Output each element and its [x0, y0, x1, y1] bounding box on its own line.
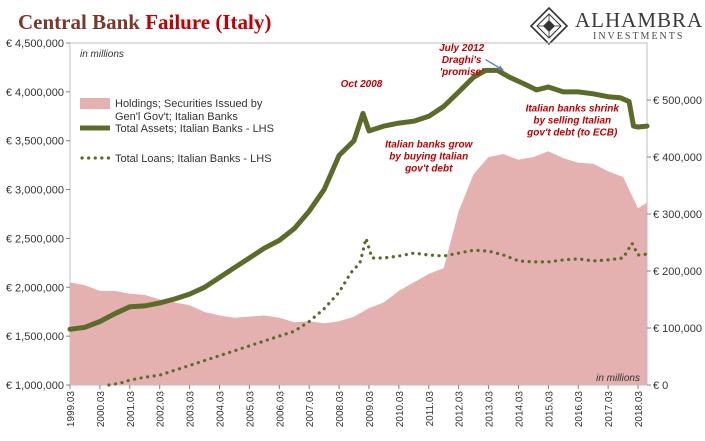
right-unit-note: in millions [596, 373, 640, 384]
annotation-text: by selling Italian [533, 115, 611, 126]
x-axis-tick-label: 2016.03 [574, 391, 585, 428]
legend-label-total-loans: Total Loans; Italian Banks - LHS [115, 153, 272, 165]
x-axis-tick-label: 2003.03 [186, 391, 197, 428]
x-axis-tick-label: 2013.03 [485, 391, 496, 428]
x-axis-tick-label: 2005.03 [245, 391, 256, 428]
brand-logo: ALHAMBRA INVESTMENTS [527, 6, 702, 46]
x-axis-tick-label: 2010.03 [395, 391, 406, 428]
left-axis-tick-label: € 2,500,000 [6, 233, 64, 245]
left-unit-note: in millions [80, 49, 124, 60]
left-axis-tick-label: € 4,000,000 [6, 87, 64, 99]
annotation-text: gov't debt (to ECB) [526, 127, 618, 138]
legend-label-holdings: Gen'l Gov't; Italian Banks [115, 111, 238, 123]
diamond-logo-icon [529, 6, 569, 46]
logo-subtitle: INVESTMENTS [593, 31, 685, 42]
x-axis-tick-label: 2002.03 [156, 391, 167, 428]
chart-title-part2: Failure (Italy) [145, 10, 272, 34]
right-axis-tick-label: € 500,000 [653, 95, 702, 107]
right-axis-tick-label: € 400,000 [653, 152, 702, 164]
x-axis-tick-label: 2017.03 [604, 391, 615, 428]
annotation-text: 'promise' [440, 67, 484, 78]
annotation-arrow-head [497, 65, 504, 71]
annotation-text: July 2012 [439, 43, 484, 54]
right-axis-tick-label: € 200,000 [653, 266, 702, 278]
x-axis-tick-label: 2012.03 [455, 391, 466, 428]
right-axis-tick-label: € 0 [653, 380, 668, 392]
right-axis-tick-label: € 300,000 [653, 209, 702, 221]
annotation-text: Oct 2008 [341, 79, 383, 90]
left-axis-tick-label: € 4,500,000 [6, 38, 64, 50]
chart-title: Central Bank Failure (Italy) [18, 10, 271, 35]
x-axis-tick-label: 2011.03 [425, 391, 436, 427]
legend-swatch-holdings [80, 98, 110, 109]
left-axis-tick-label: € 3,000,000 [6, 185, 64, 197]
x-axis-tick-label: 2009.03 [365, 391, 376, 428]
series-total-assets-line [67, 67, 650, 332]
chart-title-part1: Central Bank [18, 10, 140, 34]
x-axis-tick-label: 2015.03 [544, 391, 555, 428]
left-axis-tick-label: € 2,000,000 [6, 282, 64, 294]
right-axis-tick-label: € 100,000 [653, 323, 702, 335]
left-axis-tick-label: € 1,500,000 [6, 331, 64, 343]
x-axis-tick-label: 2018.03 [634, 391, 645, 428]
annotation-text: Italian banks shrink [526, 103, 620, 114]
annotation-text: by buying Italian [389, 152, 468, 163]
annotation-text: gov't debt [404, 164, 453, 175]
x-axis-tick-label: 1999.03 [66, 391, 77, 428]
x-axis-tick-label: 2008.03 [335, 391, 346, 428]
x-axis-tick-label: 2001.03 [126, 391, 137, 428]
annotation-text: Draghi's [442, 55, 482, 66]
series-total-loans-line [107, 232, 649, 387]
annotation-text: Italian banks grow [385, 140, 473, 151]
left-axis-tick-label: € 1,000,000 [6, 380, 64, 392]
legend-label-holdings: Holdings; Securities Issued by [115, 98, 263, 110]
x-axis-tick-label: 2007.03 [305, 391, 316, 428]
legend-label-total-assets: Total Assets; Italian Banks - LHS [115, 123, 274, 135]
left-axis-tick-label: € 3,500,000 [6, 136, 64, 148]
x-axis-tick-label: 2006.03 [275, 391, 286, 428]
series-holdings-area [70, 151, 647, 385]
x-axis-tick-label: 2000.03 [96, 391, 107, 428]
x-axis-tick-label: 2004.03 [215, 391, 226, 428]
x-axis-tick-label: 2014.03 [514, 391, 525, 428]
logo-name: ALHAMBRA [575, 8, 704, 32]
